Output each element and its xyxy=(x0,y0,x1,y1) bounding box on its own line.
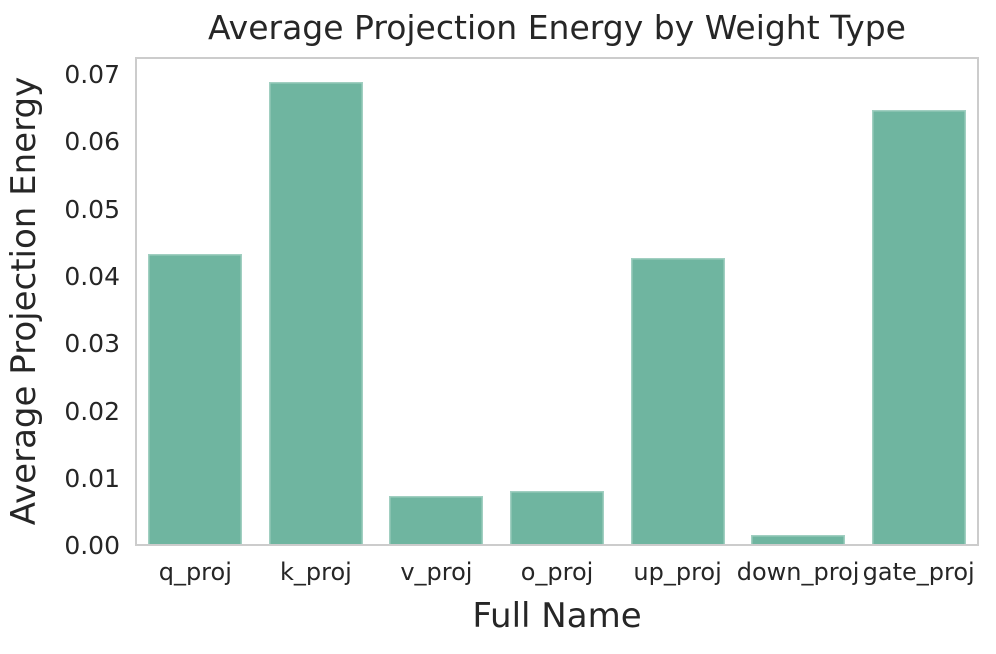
plot-border xyxy=(135,57,979,546)
bar-k_proj xyxy=(268,81,363,546)
x-tick-label-o_proj: o_proj xyxy=(520,558,594,586)
bar-gate_proj xyxy=(871,109,966,546)
y-tick-label: 0.03 xyxy=(64,329,120,359)
bar-o_proj xyxy=(510,490,604,546)
plot-area xyxy=(135,57,979,546)
bar-up_proj xyxy=(630,258,725,546)
bar-v_proj xyxy=(389,496,484,546)
y-tick-label: 0.04 xyxy=(64,261,120,291)
x-axis-label: Full Name xyxy=(472,596,642,636)
y-tick-label: 0.02 xyxy=(64,396,120,426)
x-tick-label-q_proj: q_proj xyxy=(158,558,232,586)
chart-title: Average Projection Energy by Weight Type xyxy=(208,8,906,47)
x-tick-label-up_proj: up_proj xyxy=(633,558,722,586)
y-tick-label: 0.06 xyxy=(64,127,120,157)
y-tick-label: 0.05 xyxy=(64,194,120,224)
x-tick-label-k_proj: k_proj xyxy=(279,558,352,586)
x-tick-label-v_proj: v_proj xyxy=(400,558,473,586)
y-tick-label: 0.07 xyxy=(64,60,120,90)
x-tick-label-gate_proj: gate_proj xyxy=(862,558,975,586)
y-tick-label: 0.01 xyxy=(64,463,120,493)
x-tick-label-down_proj: down_proj xyxy=(736,558,860,586)
y-tick-label: 0.00 xyxy=(64,531,120,560)
bar-q_proj xyxy=(148,254,243,546)
bar-down_proj xyxy=(751,535,846,546)
